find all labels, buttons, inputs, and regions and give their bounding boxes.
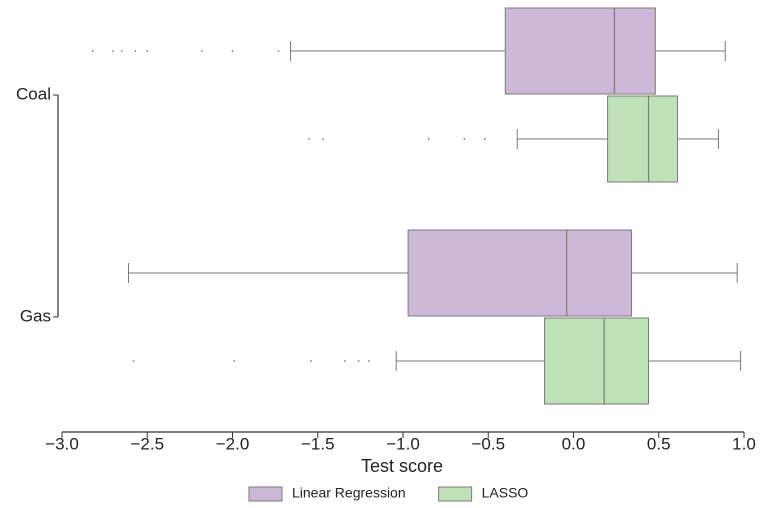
outlier — [112, 50, 115, 52]
outlier — [308, 138, 311, 140]
outlier — [231, 50, 234, 52]
outlier — [132, 360, 135, 362]
outlier — [344, 360, 346, 362]
outlier — [134, 50, 137, 52]
x-tick-label: 0.0 — [562, 434, 586, 453]
y-tick-label: Gas — [20, 306, 51, 325]
box — [544, 317, 650, 405]
x-axis-label: Test score — [361, 456, 443, 476]
box — [407, 229, 632, 317]
x-tick-label: −1.0 — [386, 434, 420, 453]
outlier — [368, 360, 370, 362]
x-tick-label: −2.5 — [130, 434, 164, 453]
outlier — [321, 138, 324, 140]
x-tick-label: −0.5 — [471, 434, 505, 453]
outlier — [200, 50, 203, 52]
x-tick-label: −3.0 — [45, 434, 79, 453]
outlier — [463, 138, 466, 140]
x-tick-label: 0.5 — [647, 434, 671, 453]
legend-label: LASSO — [482, 485, 529, 501]
outlier — [233, 360, 236, 362]
outlier — [310, 360, 312, 362]
outlier — [146, 50, 149, 52]
outlier — [277, 50, 280, 52]
outlier — [483, 138, 486, 140]
outlier — [91, 50, 94, 52]
box — [504, 7, 656, 95]
x-tick-label: 1.0 — [732, 434, 756, 453]
y-tick-label: Coal — [16, 84, 51, 103]
outlier — [120, 50, 123, 52]
legend-swatch — [438, 486, 473, 502]
outlier — [357, 360, 360, 362]
legend-swatch — [248, 486, 283, 502]
x-tick-label: −1.5 — [301, 434, 335, 453]
outlier — [427, 138, 430, 140]
box — [607, 95, 679, 183]
legend-label: Linear Regression — [292, 485, 406, 501]
x-tick-label: −2.0 — [216, 434, 250, 453]
